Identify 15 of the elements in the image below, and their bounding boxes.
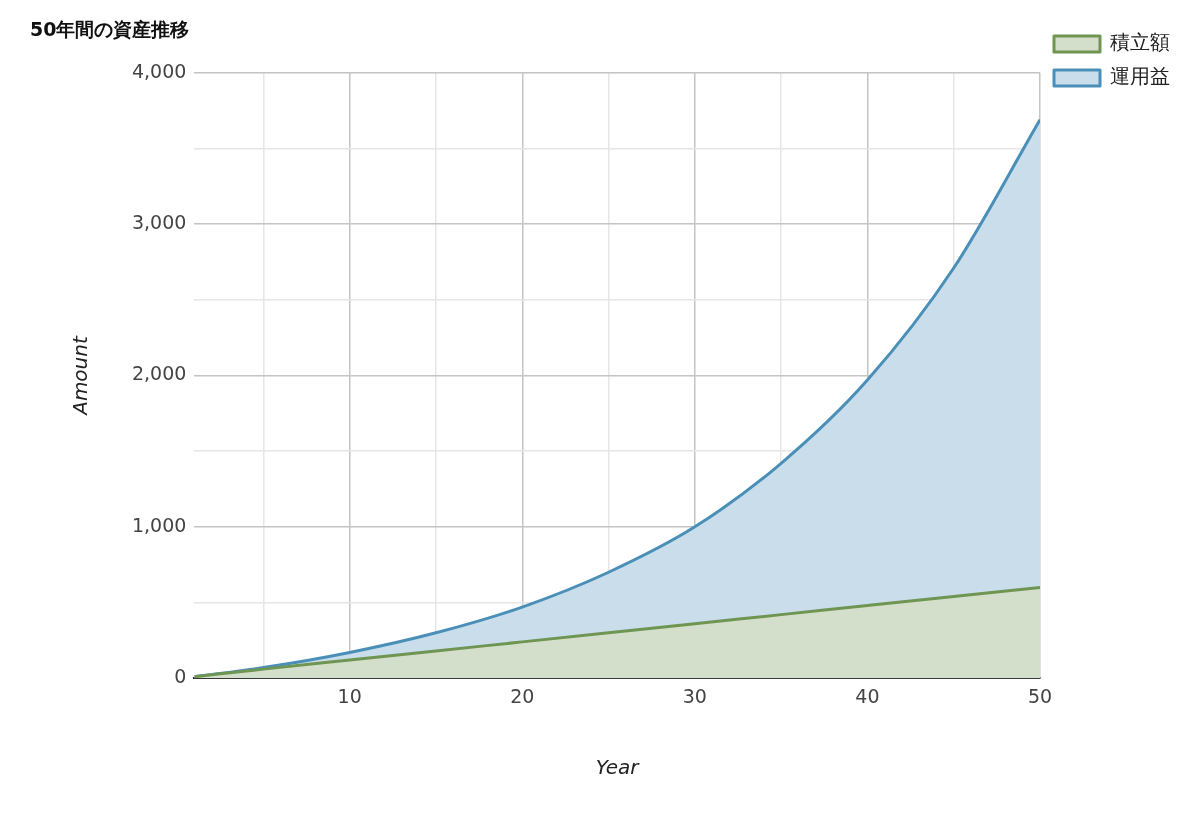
chart-title: 50年間の資産推移 — [30, 18, 190, 41]
y-tick-label: 0 — [174, 665, 187, 688]
x-tick-label: 20 — [510, 684, 535, 707]
x-tick-label: 40 — [855, 684, 880, 707]
y-tick-label: 2,000 — [131, 362, 187, 385]
y-tick-label: 3,000 — [131, 211, 187, 234]
y-tick-label: 1,000 — [131, 513, 187, 536]
x-axis-title: Year — [595, 755, 641, 780]
x-tick-label: 50 — [1027, 684, 1053, 707]
legend-label: 運用益 — [1110, 64, 1170, 89]
legend-label: 積立額 — [1110, 30, 1170, 55]
y-axis-title: Amount — [68, 335, 93, 417]
x-tick-label: 10 — [337, 684, 362, 707]
x-tick-label: 30 — [682, 684, 707, 707]
y-tick-label: 4,000 — [131, 59, 187, 82]
